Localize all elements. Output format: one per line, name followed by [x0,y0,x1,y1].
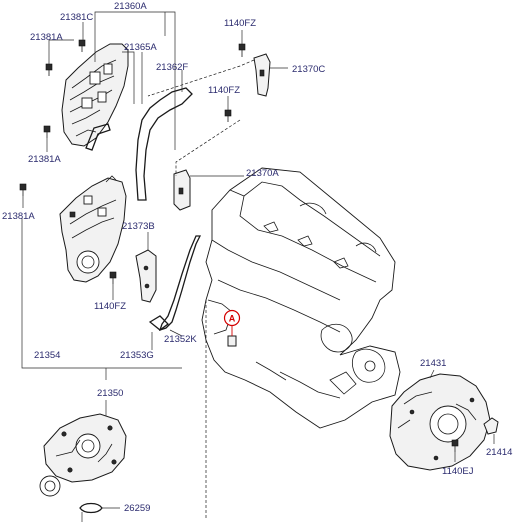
gasket-21362f-drawing [135,87,193,201]
label-21381a-top: 21381A [30,32,63,43]
part-labels: 21360A 21381C 21381A 21365A 1140FZ 21370… [2,1,512,514]
label-21360a: 21360A [114,1,147,12]
gasket-21353g-drawing [148,315,169,331]
label-21362f: 21362F [156,62,188,73]
label-21354: 21354 [34,350,60,361]
label-21370c: 21370C [292,64,325,75]
bracket-21370c-drawing [253,53,271,97]
gasket-26259-drawing [79,502,103,514]
label-1140fz-top: 1140FZ [224,18,256,29]
label-1140ej: 1140EJ [442,466,474,477]
label-21381a-left: 21381A [2,211,35,222]
label-26259: 26259 [124,503,150,514]
label-1140fz-low: 1140FZ [94,301,126,312]
bolt-1140fz-low-drawing [109,271,117,284]
bolt-21381a-left-drawing [19,183,27,196]
label-1140fz-mid: 1140FZ [208,85,240,96]
callout-a-label: A [229,314,236,324]
bracket-21370a-drawing [173,169,191,211]
label-21353g: 21353G [120,350,154,361]
bolt-21381a-top-drawing [45,63,53,76]
label-21431: 21431 [420,358,446,369]
bolt-21381a-mid-drawing [43,125,51,138]
engine-block-drawing [201,167,401,520]
label-21365a: 21365A [124,42,157,53]
label-21370a: 21370A [246,168,279,179]
rear-cover-drawing [389,373,491,471]
label-21381a-mid: 21381A [28,154,61,165]
lower-timing-cover-drawing [59,175,127,283]
bracket-21373b-drawing [135,249,157,303]
label-21381c: 21381C [60,12,93,23]
bolt-1140ej-drawing [451,439,459,452]
oil-pump-drawing [39,413,127,497]
bolt-top-1140fz-drawing [238,43,246,57]
label-21352k: 21352K [164,334,197,345]
label-21350: 21350 [97,388,123,399]
label-21373b: 21373B [122,221,155,232]
small-gasket-drawing [85,123,111,151]
callout-a[interactable]: A [223,309,241,337]
leader-lines [21,11,495,522]
gasket-21352k-drawing [158,235,202,332]
bolt-21381c-drawing [78,39,86,52]
bolt-mid-1140fz-drawing [224,109,232,122]
clip-21414-drawing [483,417,499,435]
upper-timing-cover-drawing [61,43,129,147]
label-21414: 21414 [486,447,512,458]
